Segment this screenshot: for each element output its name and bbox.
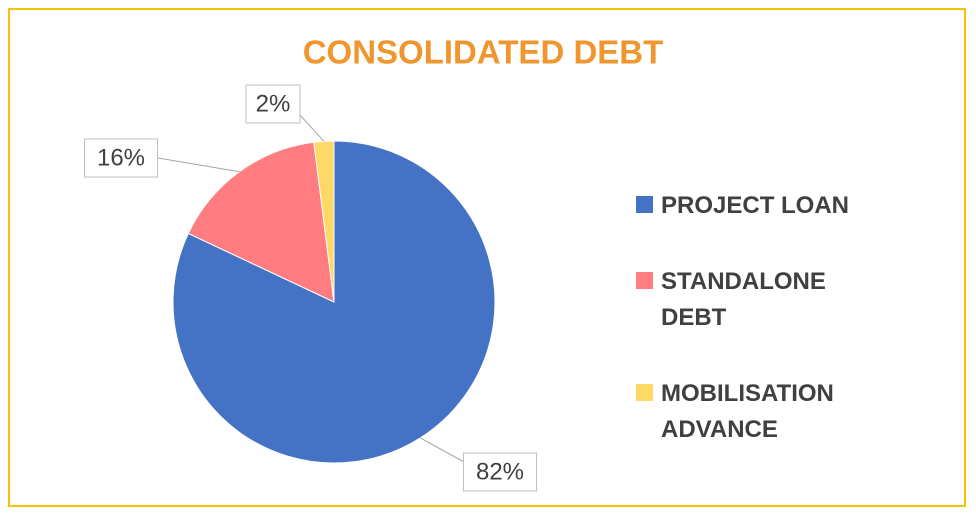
data-label-box bbox=[463, 452, 537, 492]
legend-swatch bbox=[636, 196, 653, 213]
legend-item: MOBILISATION ADVANCE bbox=[636, 376, 936, 448]
chart-title: CONSOLIDATED DEBT bbox=[303, 34, 664, 71]
data-label: 16% bbox=[97, 144, 145, 171]
legend-item: PROJECT LOAN bbox=[636, 188, 936, 224]
data-label: 82% bbox=[476, 458, 524, 485]
legend-item: STANDALONE DEBT bbox=[636, 264, 936, 336]
legend-label: STANDALONE DEBT bbox=[661, 268, 826, 331]
data-label: 2% bbox=[256, 90, 291, 117]
legend-swatch bbox=[636, 272, 653, 289]
pie-slice bbox=[313, 140, 335, 303]
leader-line bbox=[299, 114, 325, 142]
leader-line bbox=[420, 437, 465, 463]
legend-label: MOBILISATION ADVANCE bbox=[661, 380, 834, 443]
legend-swatch bbox=[636, 384, 653, 401]
leader-line bbox=[157, 157, 240, 173]
legend: PROJECT LOAN STANDALONE DEBT MOBILISATION … bbox=[636, 188, 936, 488]
pie-slice bbox=[187, 141, 335, 303]
chart-frame bbox=[8, 8, 966, 507]
data-label-box bbox=[245, 84, 301, 124]
data-label-box bbox=[84, 138, 158, 178]
legend-label: PROJECT LOAN bbox=[661, 192, 850, 219]
